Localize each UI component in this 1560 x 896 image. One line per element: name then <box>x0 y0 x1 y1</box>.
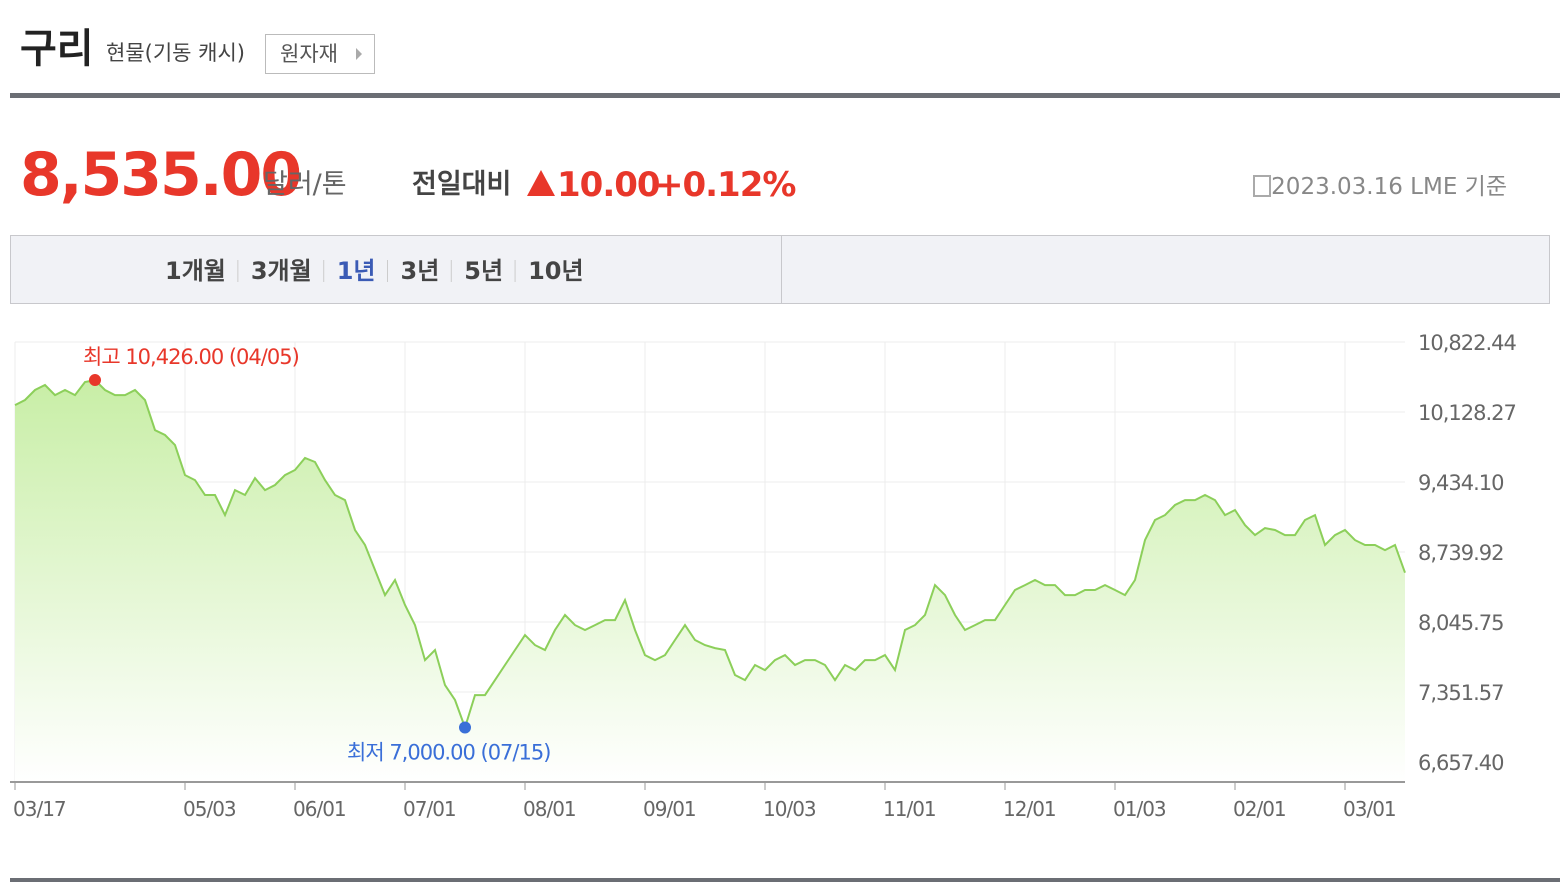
y-tick-label: 8,739.92 <box>1418 541 1504 565</box>
tab[interactable]: 3개월 <box>251 257 312 285</box>
y-tick-label: 10,128.27 <box>1418 401 1516 425</box>
bottom-rule <box>10 878 1560 882</box>
header-rule <box>10 93 1560 98</box>
change-label: 전일대비 <box>412 169 511 200</box>
tab[interactable]: 1년 <box>337 257 376 285</box>
change-pct: +0.12% <box>655 165 795 205</box>
subtitle: 현물(기동 캐시) <box>106 41 245 65</box>
y-tick-label: 7,351.57 <box>1418 681 1504 705</box>
button-arrow <box>356 48 362 60</box>
low-label: 최저 7,000.00 (07/15) <box>347 740 550 764</box>
y-tick-label: 6,657.40 <box>1418 751 1504 775</box>
x-tick-label: 08/01 <box>523 797 576 821</box>
title: 구리 <box>20 26 94 72</box>
low-point <box>459 721 471 734</box>
x-tick-label: 03/17 <box>13 797 66 821</box>
tab-bar <box>10 235 1550 304</box>
x-tick-label: 01/03 <box>1113 797 1166 821</box>
tab[interactable]: 1개월 <box>165 257 226 285</box>
date-icon <box>1253 175 1271 197</box>
button-label[interactable]: 원자재 <box>280 42 338 66</box>
x-tick-label: 06/01 <box>293 797 346 821</box>
x-tick-label: 05/03 <box>183 797 236 821</box>
y-tick-label: 8,045.75 <box>1418 611 1504 635</box>
tab[interactable]: 5년 <box>464 257 503 285</box>
x-tick-label: 03/01 <box>1343 797 1396 821</box>
area <box>15 380 1405 782</box>
x-tick-label: 10/03 <box>763 797 816 821</box>
tab[interactable]: 10년 <box>528 257 583 285</box>
price: 8,535.00 <box>20 140 300 210</box>
tab[interactable]: 3년 <box>401 257 440 285</box>
change: 10.00 <box>557 165 660 205</box>
line <box>14 379 1406 731</box>
tabs: 1개월 3개월 1년 3년 5년 10년 <box>165 257 584 285</box>
y-tick-label: 10,822.44 <box>1418 331 1517 355</box>
y-tick-label: 9,434.10 <box>1418 471 1504 495</box>
x-tick-label: 09/01 <box>643 797 696 821</box>
x-tick-label: 11/01 <box>883 797 936 821</box>
x-tick-label: 07/01 <box>403 797 456 821</box>
date: 2023.03.16 LME 기준 <box>1271 174 1507 200</box>
x-tick-label: 02/01 <box>1233 797 1286 821</box>
high-point <box>89 374 101 387</box>
up-arrow <box>527 170 555 196</box>
high-label: 최고 10,426.00 (04/05) <box>83 345 299 369</box>
chart: 10,822.44 10,128.27 9,434.10 8,739.92 8,045.… <box>10 331 1518 821</box>
x-tick-label: 12/01 <box>1003 797 1056 821</box>
price-unit: 달러/톤 <box>263 169 347 200</box>
